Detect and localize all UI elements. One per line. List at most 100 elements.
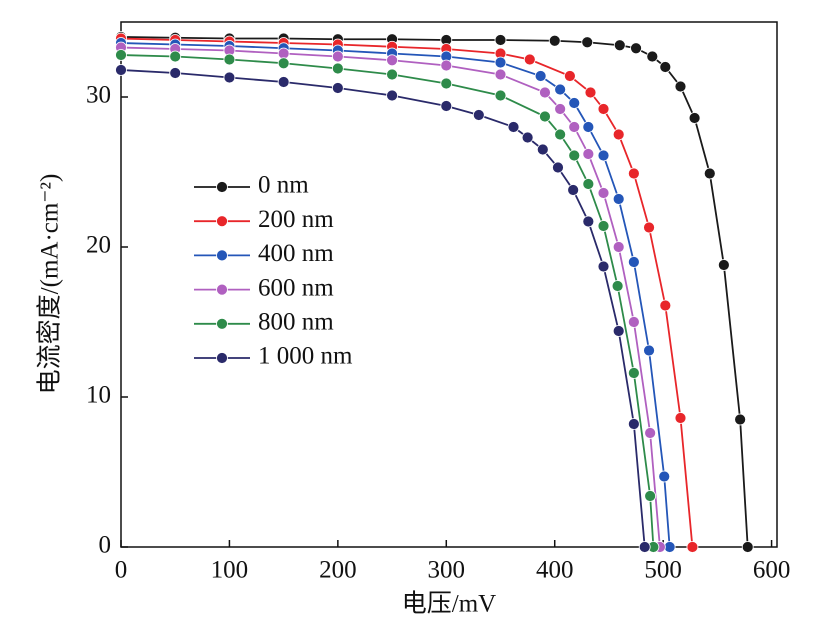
data-point — [627, 256, 640, 268]
data-point — [494, 34, 507, 46]
data-point — [582, 148, 595, 160]
data-point — [563, 70, 576, 82]
data-point — [223, 53, 236, 66]
data-point — [627, 167, 640, 180]
series-line — [120, 42, 671, 548]
data-point — [440, 77, 453, 90]
data-point — [223, 71, 236, 84]
data-point — [582, 178, 595, 190]
legend-label: 1 000 nm — [258, 343, 353, 370]
legend-marker — [216, 215, 228, 228]
data-point — [597, 260, 610, 273]
plot-frame — [120, 21, 778, 548]
data-point — [494, 56, 507, 69]
data-point — [630, 42, 642, 55]
legend-label: 400 nm — [258, 240, 334, 267]
data-point — [552, 161, 564, 174]
data-point — [582, 215, 595, 228]
x-tick-label: 0 — [115, 557, 128, 584]
data-point — [386, 54, 398, 67]
x-tick-label: 200 — [319, 557, 357, 584]
data-point — [386, 89, 398, 102]
y-tick-label: 30 — [86, 82, 111, 109]
data-point — [331, 82, 344, 94]
data-point — [644, 427, 657, 439]
data-point — [568, 121, 581, 133]
data-point — [674, 80, 687, 93]
data-point — [521, 131, 534, 144]
data-point — [686, 541, 699, 553]
data-point — [613, 39, 626, 52]
legend-marker — [216, 352, 228, 364]
data-point — [584, 86, 597, 99]
data-point — [597, 187, 610, 199]
data-point — [440, 100, 453, 112]
data-point — [115, 64, 127, 76]
data-point — [536, 143, 549, 156]
legend-label: 0 nm — [258, 172, 309, 199]
data-point — [734, 413, 747, 426]
x-tick-label: 600 — [753, 557, 791, 584]
data-point — [597, 103, 610, 115]
data-point — [612, 193, 625, 205]
data-point — [169, 67, 182, 79]
data-point — [612, 241, 625, 253]
data-point — [539, 86, 551, 99]
data-point — [440, 59, 453, 72]
data-point — [523, 53, 536, 66]
data-point — [643, 344, 655, 357]
data-point — [331, 62, 344, 75]
data-point — [643, 221, 655, 234]
legend-label: 600 nm — [258, 274, 334, 301]
series-line — [120, 69, 646, 548]
x-axis-label: 电压/mV — [402, 590, 496, 618]
data-point — [703, 167, 716, 180]
data-point — [494, 89, 507, 102]
legend-marker — [216, 283, 228, 296]
data-point — [582, 121, 595, 133]
data-point — [534, 70, 547, 82]
legend-label: 800 nm — [258, 309, 334, 336]
legend-label: 200 nm — [258, 206, 334, 233]
data-point — [472, 109, 485, 121]
data-point — [597, 220, 610, 232]
legend-marker — [216, 249, 228, 262]
x-tick-label: 300 — [428, 557, 466, 584]
data-point — [386, 68, 398, 81]
data-point — [115, 49, 127, 61]
series-line — [120, 37, 694, 548]
data-point — [644, 490, 657, 502]
y-tick-label: 20 — [86, 232, 111, 259]
data-point — [658, 470, 671, 483]
data-point — [612, 128, 625, 141]
data-point — [717, 259, 730, 271]
y-axis-label: 电流密度/(mA·cm⁻²) — [36, 174, 64, 395]
data-point — [277, 47, 290, 60]
data-point — [627, 367, 640, 379]
data-point — [627, 316, 640, 328]
data-point — [663, 541, 676, 553]
data-point — [554, 103, 567, 115]
data-point — [539, 110, 551, 123]
data-point — [277, 57, 290, 70]
data-point — [507, 121, 520, 133]
data-point — [627, 418, 640, 430]
data-point — [611, 280, 624, 292]
data-point — [277, 76, 290, 88]
series-line — [120, 36, 749, 548]
data-point — [554, 128, 567, 141]
data-point — [597, 149, 610, 162]
data-point — [612, 325, 625, 337]
data-point — [646, 50, 659, 63]
data-point — [688, 112, 701, 124]
data-point — [331, 50, 344, 63]
data-point — [638, 541, 651, 553]
data-point — [568, 149, 581, 162]
data-point — [741, 541, 754, 553]
legend-marker — [216, 181, 228, 193]
data-point — [581, 36, 594, 49]
data-point — [568, 97, 581, 109]
data-point — [494, 68, 507, 81]
legend-marker — [216, 317, 228, 330]
